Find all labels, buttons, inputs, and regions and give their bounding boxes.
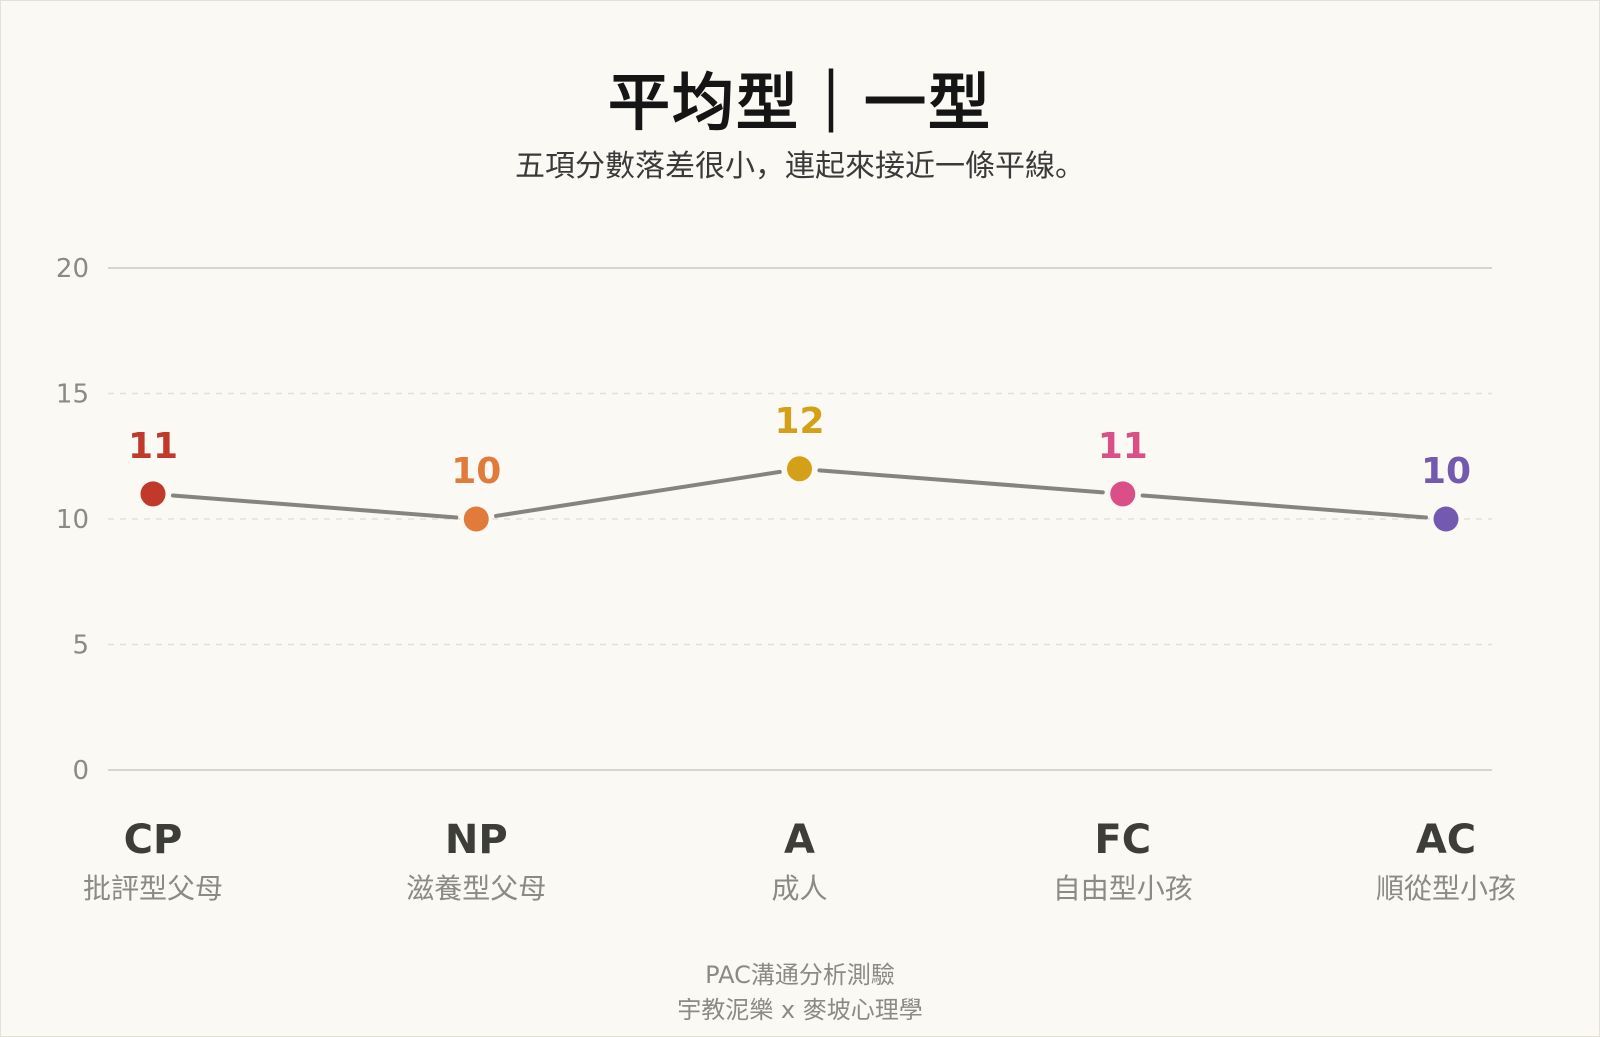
y-tick-label-20: 20 (56, 254, 89, 284)
value-label-CP: 11 (128, 426, 178, 467)
y-tick-label-15: 15 (56, 380, 89, 410)
data-point-FC (1110, 481, 1136, 507)
chart-title: 平均型｜一型 (607, 66, 992, 139)
data-point-AC (1433, 506, 1459, 532)
footer-credits: 宇教泥樂 x 麥坡心理學 (677, 996, 923, 1024)
value-label-AC: 10 (1421, 451, 1471, 492)
y-tick-label-5: 5 (72, 631, 89, 661)
value-label-FC: 11 (1098, 426, 1148, 467)
chart-subtitle: 五項分數落差很小，連起來接近一條平線。 (515, 149, 1085, 184)
x-tick-label-NP: NP (445, 817, 508, 863)
x-tick-label-FC: FC (1094, 817, 1151, 863)
series-line-segment-1 (170, 493, 459, 520)
x-sublabel-A: 成人 (771, 872, 827, 905)
series-line-segment-4 (1140, 493, 1429, 520)
x-tick-label-A: A (784, 817, 815, 863)
x-sublabel-FC: 自由型小孩 (1053, 872, 1193, 905)
data-point-CP (140, 481, 166, 507)
value-label-NP: 10 (451, 451, 501, 492)
data-point-NP (463, 506, 489, 532)
series-line-segment-2 (494, 469, 782, 518)
series-line-segment-3 (817, 468, 1105, 495)
x-sublabel-NP: 滋養型父母 (406, 872, 546, 905)
x-sublabel-CP: 批評型父母 (83, 872, 223, 905)
y-tick-label-10: 10 (56, 505, 89, 535)
y-tick-label-0: 0 (72, 756, 89, 786)
x-tick-label-CP: CP (124, 817, 183, 863)
x-sublabel-AC: 順從型小孩 (1376, 872, 1516, 905)
data-point-A (787, 456, 812, 482)
x-tick-label-AC: AC (1416, 817, 1476, 863)
value-label-A: 12 (774, 401, 824, 442)
footer-test-name: PAC溝通分析測驗 (705, 961, 895, 989)
line-chart: 0 5 10 15 20 11 CP 批評型父母 10 NP 滋養型父母 12 A 成人 11 FC 自由型小孩… (56, 254, 1516, 905)
